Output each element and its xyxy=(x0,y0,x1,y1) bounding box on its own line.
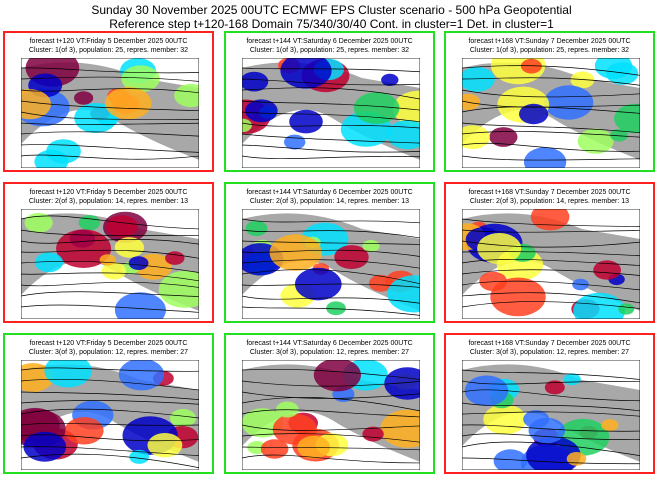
forecast-label: forecast t+168 VT:Sunday 7 December 2025… xyxy=(468,38,631,45)
forecast-label: forecast t+168 VT:Sunday 7 December 2025… xyxy=(468,340,631,347)
forecast-label: forecast t+120 VT:Friday 5 December 2025… xyxy=(29,189,188,196)
forecast-label: forecast t+120 VT:Friday 5 December 2025… xyxy=(29,38,188,45)
geopotential-map xyxy=(21,360,199,470)
cluster-label: Cluster: 3(of 3), population: 12, repres… xyxy=(469,349,630,356)
geopotential-map xyxy=(462,58,640,168)
forecast-label: forecast t+144 VT:Saturday 6 December 20… xyxy=(246,340,413,347)
cluster-label: Cluster: 2(of 3), population: 14, repres… xyxy=(249,198,410,205)
geopotential-map xyxy=(242,209,420,319)
cluster-panel: forecast t+144 VT:Saturday 6 December 20… xyxy=(224,182,435,323)
cluster-label: Cluster: 1(of 3), population: 25, repres… xyxy=(28,47,189,54)
cluster-panel: forecast t+120 VT:Friday 5 December 2025… xyxy=(3,182,214,323)
page-subtitle: Reference step t+120-168 Domain 75/340/3… xyxy=(109,17,554,31)
cluster-label: Cluster: 2(of 3), population: 14, repres… xyxy=(469,198,630,205)
cluster-panel: forecast t+168 VT:Sunday 7 December 2025… xyxy=(444,182,655,323)
geopotential-map xyxy=(242,58,420,168)
cluster-panel: forecast t+120 VT:Friday 5 December 2025… xyxy=(3,31,214,172)
cluster-panel: forecast t+144 VT:Saturday 6 December 20… xyxy=(224,333,435,474)
forecast-label: forecast t+168 VT:Sunday 7 December 2025… xyxy=(468,189,631,196)
page-title: Sunday 30 November 2025 00UTC ECMWF EPS … xyxy=(91,3,572,17)
geopotential-map xyxy=(462,209,640,319)
cluster-label: Cluster: 2(of 3), population: 14, repres… xyxy=(28,198,189,205)
geopotential-map xyxy=(242,360,420,470)
geopotential-map xyxy=(21,58,199,168)
geopotential-map xyxy=(462,360,640,470)
cluster-label: Cluster: 3(of 3), population: 12, repres… xyxy=(249,349,410,356)
cluster-panel: forecast t+168 VT:Sunday 7 December 2025… xyxy=(444,333,655,474)
geopotential-map xyxy=(21,209,199,319)
cluster-panel: forecast t+168 VT:Sunday 7 December 2025… xyxy=(444,31,655,172)
cluster-label: Cluster: 3(of 3), population: 12, repres… xyxy=(28,349,189,356)
cluster-panel: forecast t+120 VT:Friday 5 December 2025… xyxy=(3,333,214,474)
cluster-label: Cluster: 1(of 3), population: 25, repres… xyxy=(469,47,630,54)
forecast-label: forecast t+144 VT:Saturday 6 December 20… xyxy=(246,38,413,45)
cluster-label: Cluster: 1(of 3), population: 25, repres… xyxy=(249,47,410,54)
cluster-panel: forecast t+144 VT:Saturday 6 December 20… xyxy=(224,31,435,172)
forecast-label: forecast t+144 VT:Saturday 6 December 20… xyxy=(246,189,413,196)
forecast-label: forecast t+120 VT:Friday 5 December 2025… xyxy=(29,340,188,347)
